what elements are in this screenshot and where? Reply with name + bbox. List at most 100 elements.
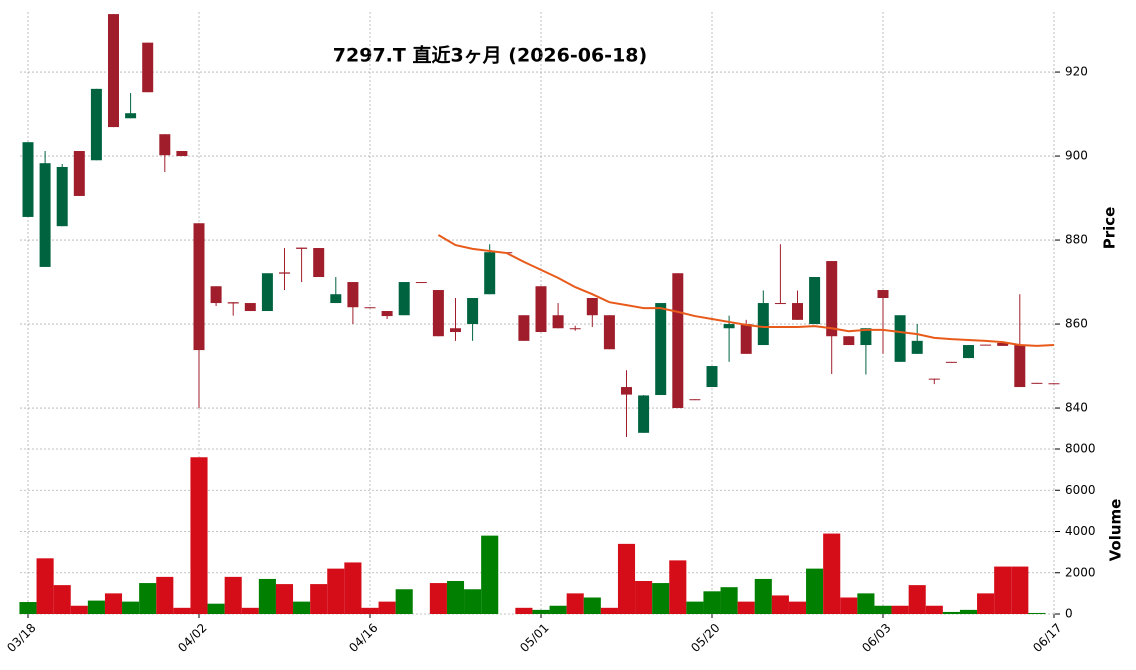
candle-body (313, 248, 325, 278)
candle-body (569, 328, 581, 330)
volume-bar (771, 595, 789, 614)
candle-body (706, 366, 718, 388)
candle-body (997, 342, 1009, 346)
candle-body (450, 328, 461, 333)
volume-bar (994, 566, 1012, 614)
volume-bar (87, 600, 105, 614)
x-tick-label: 04/02 (175, 621, 209, 655)
candle-body (963, 345, 974, 359)
y-tick-label: 880 (1065, 233, 1088, 247)
volume-bar (977, 593, 995, 614)
volume-bar (139, 583, 157, 614)
volume-bar (669, 560, 687, 614)
y2-axis-title: Volume (1107, 499, 1125, 562)
y-axis-title: Price (1101, 207, 1119, 250)
candle-body (603, 315, 615, 350)
candle-body (792, 303, 803, 320)
volume-bar (327, 568, 345, 614)
volume-bar (207, 603, 225, 614)
candle-body (73, 151, 85, 196)
volume-bar (635, 581, 653, 614)
x-tick-label: 03/18 (4, 621, 38, 655)
candle-body (894, 315, 906, 362)
y2-tick-label: 2000 (1065, 565, 1096, 579)
candle-body (210, 286, 222, 304)
candle-body (843, 336, 855, 346)
candle-body (1014, 345, 1026, 388)
volume-bar (293, 601, 311, 614)
volume-bar (806, 568, 824, 614)
volume-bar (464, 589, 482, 614)
candle-body (296, 247, 308, 249)
volume-bar (874, 605, 892, 614)
volume-bar (566, 593, 584, 614)
x-tick-label: 05/01 (517, 621, 551, 655)
moving-average-line (437, 234, 1055, 347)
volume-bar (275, 584, 294, 614)
y-tick-label: 840 (1065, 401, 1088, 415)
candle-body (125, 113, 137, 119)
candle-body (826, 261, 838, 337)
candle-body (261, 273, 273, 312)
volume-bar (583, 597, 601, 614)
volume-bar (891, 605, 909, 614)
candle-body (56, 166, 68, 227)
volume-bar (652, 583, 670, 614)
volume-bar (429, 583, 447, 614)
candle-body (90, 88, 102, 161)
candle-body (484, 252, 496, 295)
volume-bar (959, 609, 978, 614)
volume-bar (19, 602, 37, 614)
volume-bar (258, 578, 276, 614)
candle-body (809, 277, 821, 325)
candle-body (347, 282, 359, 308)
candle-body (928, 378, 940, 380)
volume-bar (481, 535, 499, 614)
candle-body (774, 303, 786, 305)
x-tick-label: 06/03 (859, 621, 893, 655)
candle-body (364, 307, 376, 309)
candle-body (980, 344, 992, 346)
volume-bar (173, 607, 191, 614)
candle-body (740, 324, 752, 354)
volume-bar (549, 605, 567, 614)
volume-bar (942, 611, 960, 614)
volume-bar (720, 587, 738, 614)
candle-body (381, 311, 393, 317)
y-tick-label: 920 (1065, 65, 1088, 79)
volume-bar (532, 609, 550, 614)
volume-bar (122, 601, 140, 614)
x-tick-label: 05/20 (688, 621, 722, 655)
candle-body (159, 134, 171, 156)
volume-bar (703, 591, 721, 614)
x-tick-label: 06/17 (1030, 621, 1064, 655)
volume-bar (378, 601, 396, 614)
y2-tick-label: 8000 (1065, 442, 1096, 456)
candle-body (860, 328, 872, 346)
candle-body (723, 324, 735, 329)
volume-bar (53, 585, 71, 614)
volume-bar (241, 607, 259, 614)
candle-body (330, 294, 342, 304)
volume-bar (754, 578, 772, 614)
candle-body (108, 14, 119, 128)
volume-bar (823, 533, 841, 614)
candle-body (518, 315, 530, 341)
volume-bar (36, 558, 54, 614)
candle-body (415, 282, 427, 284)
candle-body (142, 42, 154, 93)
candle-body (877, 290, 889, 299)
volume-bar (310, 584, 328, 614)
volume-bar (1011, 566, 1029, 614)
y2-tick-label: 4000 (1065, 524, 1096, 538)
volume-bar (737, 601, 755, 614)
volume-bar (361, 607, 379, 614)
candle-body (586, 298, 598, 316)
volume-bar (156, 576, 174, 614)
candle-body (552, 315, 564, 329)
volume-bar (70, 605, 88, 614)
candle-body (945, 361, 957, 363)
candle-body (432, 290, 444, 337)
volume-bar (1028, 612, 1046, 614)
